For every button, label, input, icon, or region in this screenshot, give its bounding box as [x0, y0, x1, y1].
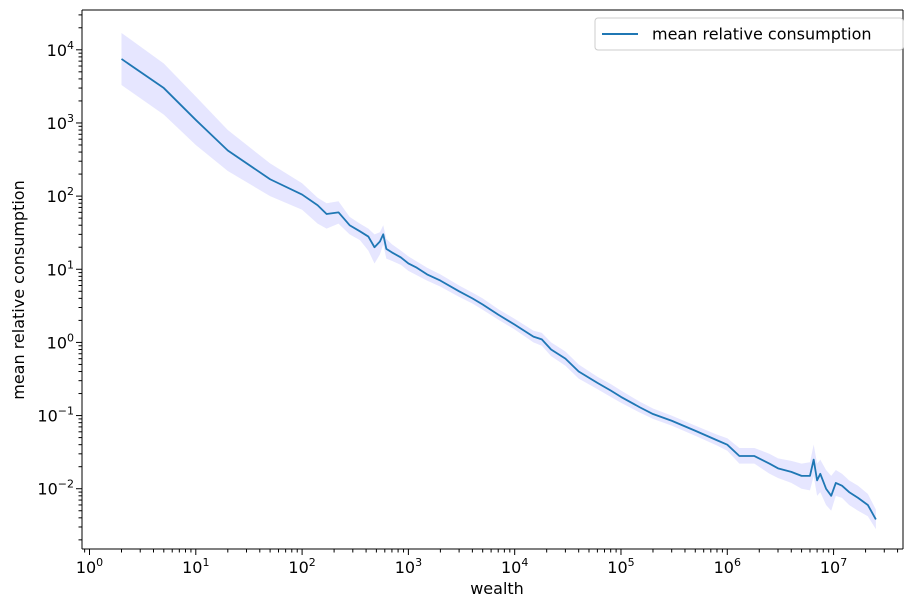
- x-tick-label: 100: [76, 556, 103, 577]
- legend-box: [594, 17, 904, 51]
- confidence-band: [121, 32, 876, 530]
- y-tick-label: 10−2: [37, 478, 74, 499]
- legend: mean relative consumption: [594, 17, 904, 51]
- x-tick-label: 105: [607, 556, 634, 577]
- y-axis-title: mean relative consumption: [9, 180, 28, 400]
- x-axis-title: wealth: [470, 579, 524, 597]
- y-tick-label: 10−1: [37, 405, 74, 426]
- y-tick-label: 104: [47, 39, 74, 60]
- axes-layer: [81, 9, 904, 550]
- y-tick-label: 101: [47, 258, 74, 279]
- y-tick-label: 100: [47, 331, 74, 352]
- x-tick-label: 106: [714, 556, 741, 577]
- x-tick-label: 102: [288, 556, 315, 577]
- legend-entry: mean relative consumption: [652, 25, 872, 44]
- x-tick-label: 101: [182, 556, 209, 577]
- confidence-band-layer: [121, 32, 876, 530]
- series-line: [120, 58, 877, 520]
- y-tick-label: 103: [47, 112, 74, 133]
- series-line-layer: [120, 58, 877, 520]
- y-tick-label: 102: [47, 185, 74, 206]
- x-tick-label: 104: [501, 556, 528, 577]
- x-tick-label: 107: [820, 556, 847, 577]
- ticks-layer: 100 101 102 103 104 105 106 107 104 103 102 101 100 1…: [37, 14, 899, 577]
- x-tick-label: 103: [395, 556, 422, 577]
